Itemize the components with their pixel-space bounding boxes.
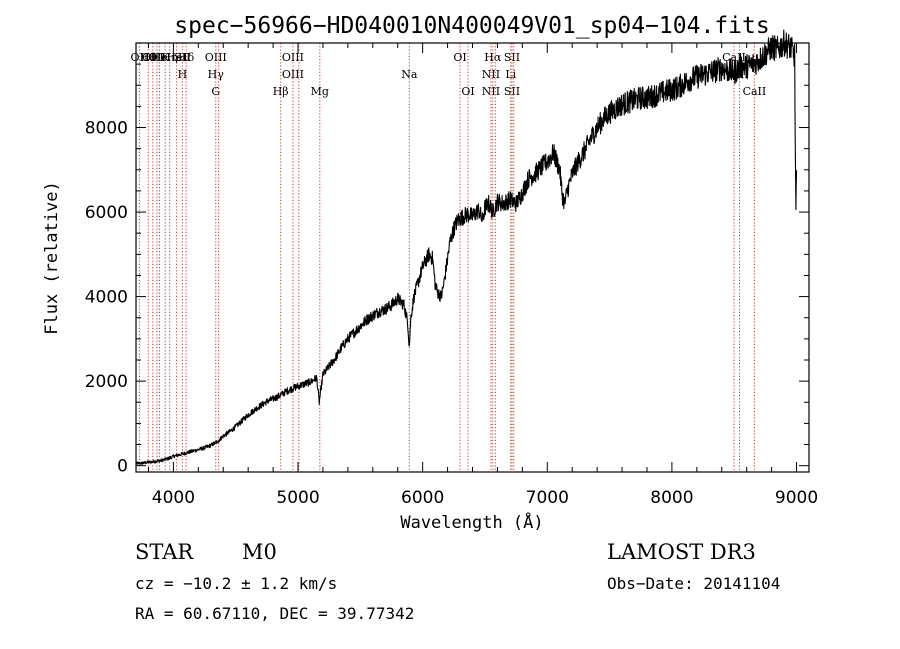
spectral-subclass: M0 — [242, 540, 277, 564]
spectral-line-label: OII — [148, 51, 166, 64]
spectral-line-label: OII — [131, 51, 149, 64]
x-tick-label: 6000 — [401, 488, 444, 508]
spectral-line-label: OIII — [282, 51, 304, 64]
spectral-line-label: Hθ — [140, 51, 157, 64]
y-tick-label: 4000 — [85, 288, 128, 308]
spectral-line-label: H — [178, 68, 188, 81]
x-tick-label: 8000 — [650, 488, 693, 508]
spectral-line-label: OI — [453, 51, 466, 64]
chart-title: spec−56966−HD040010N400049V01_sp04−104.f… — [174, 13, 769, 39]
spectral-line-label: OIII — [282, 68, 304, 81]
spectral-line-label: OIII — [205, 51, 227, 64]
y-tick-label: 2000 — [85, 372, 128, 392]
plot-frame — [135, 42, 810, 473]
y-tick-label: 8000 — [85, 119, 128, 139]
spectral-line-label: HeI — [166, 51, 186, 64]
coordinates: RA = 60.67110, DEC = 39.77342 — [135, 604, 415, 623]
spectral-line-label: Na — [401, 68, 418, 81]
spectral-line-label: OI — [461, 85, 474, 98]
spectral-line-label: He — [152, 51, 168, 64]
y-tick-label: 0 — [117, 457, 128, 477]
spectral-line-label: Mg — [311, 85, 329, 98]
object-class: STAR — [135, 540, 194, 564]
y-axis-label: Flux (relative) — [42, 181, 62, 335]
survey-name: LAMOST DR3 — [607, 540, 756, 564]
spectral-line-label: Hη — [162, 51, 178, 64]
spectral-line-label: Li — [505, 68, 516, 81]
spectral-line-label: Hγ — [208, 68, 225, 81]
y-tick-label: 6000 — [85, 203, 128, 223]
spectral-line-label: G — [211, 85, 220, 98]
flux-line — [135, 29, 798, 465]
x-tick-label: 9000 — [775, 488, 818, 508]
observation-date: Obs−Date: 20141104 — [607, 574, 781, 593]
spectral-line-label: K — [161, 51, 170, 64]
spectral-line-label: Hδ — [178, 51, 195, 64]
spectral-line-label: SII — [504, 85, 520, 98]
x-tick-label: 5000 — [276, 488, 319, 508]
axis-ticks: 4000 5000 6000 7000 8000 9000 0 2000 4000 6000 800… — [85, 43, 818, 508]
spectral-line-label: CIII — [142, 51, 163, 64]
spectral-line-label: CaII — [743, 85, 767, 98]
spectral-line-label: SII — [504, 51, 520, 64]
spectral-line-label: NII — [482, 85, 500, 98]
spectral-line-label: Hα — [484, 51, 502, 64]
spectral-line-label: NII — [482, 68, 500, 81]
spectral-line-label: Hβ — [273, 85, 289, 98]
flux-series — [135, 29, 798, 465]
x-axis-label: Wavelength (Å) — [400, 511, 543, 533]
redshift-value: cz = −10.2 ± 1.2 km/s — [135, 574, 338, 593]
x-tick-label: 4000 — [152, 488, 195, 508]
x-tick-label: 7000 — [526, 488, 569, 508]
spectral-line-label: SII — [174, 51, 190, 64]
